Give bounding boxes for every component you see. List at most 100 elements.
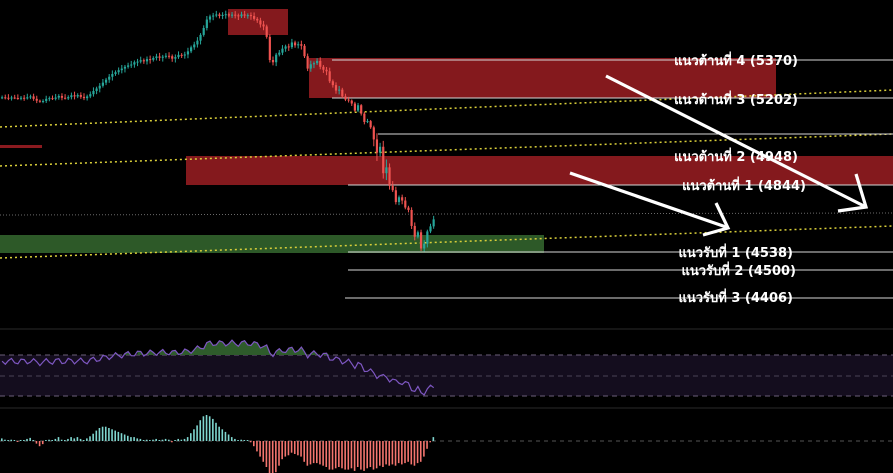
candle-body — [149, 59, 152, 61]
macd-bar — [127, 435, 129, 441]
macd-bar — [202, 416, 205, 441]
candle-body — [7, 97, 10, 99]
macd-bar — [360, 441, 362, 470]
macd-bar — [256, 441, 258, 452]
macd-bar — [325, 441, 328, 467]
macd-bar — [237, 440, 239, 441]
macd-bar — [284, 441, 287, 457]
macd-bar — [16, 441, 19, 442]
level-label-support-2: แนวรับที่ 2 (4500) — [681, 261, 796, 279]
macd-bar — [243, 440, 246, 441]
candle-body — [180, 54, 183, 56]
macd-bar — [278, 441, 280, 466]
candle-body — [48, 98, 51, 100]
macd-bar — [290, 441, 293, 453]
candle-body — [391, 185, 394, 191]
macd-bar — [86, 438, 88, 441]
macd-bar — [174, 440, 176, 441]
macd-bar — [171, 441, 173, 443]
macd-bar — [199, 420, 202, 441]
macd-bar — [117, 431, 120, 441]
candle-body — [70, 95, 73, 98]
candle-body — [331, 81, 334, 86]
candle-body — [136, 61, 139, 63]
macd-bar — [271, 441, 274, 473]
candle-body — [312, 63, 316, 65]
candle-body — [243, 14, 246, 16]
candle-body — [344, 96, 347, 100]
level-label-support-1: แนวรับที่ 1 (4538) — [678, 243, 793, 261]
candle-body — [95, 88, 98, 91]
macd-bar — [212, 418, 214, 441]
macd-bar — [104, 426, 107, 441]
macd-bar — [1, 438, 3, 441]
macd-bar — [356, 441, 359, 467]
candle-body — [237, 15, 240, 17]
macd-bar — [240, 439, 242, 441]
macd-bar — [262, 441, 265, 462]
macd-bar — [51, 440, 53, 441]
candle-body — [410, 209, 413, 226]
small-red-marker — [0, 145, 42, 148]
candle-body — [429, 226, 432, 232]
candle-body — [117, 70, 120, 73]
candle-body — [120, 68, 123, 71]
candle-body — [240, 14, 243, 17]
candle-body — [139, 60, 142, 62]
candle-body — [101, 82, 104, 86]
macd-bar — [312, 441, 315, 464]
candle-body — [13, 97, 16, 99]
candles-layer — [1, 10, 435, 252]
macd-bar — [133, 437, 135, 441]
macd-bar — [322, 441, 324, 466]
macd-bar — [423, 441, 425, 457]
macd-bar — [363, 441, 365, 471]
candle-body — [284, 46, 287, 49]
candle-body — [190, 47, 193, 52]
candle-body — [363, 113, 366, 122]
candle-body — [426, 231, 429, 244]
candle-body — [164, 55, 167, 57]
arrow-short-shaft — [569, 171, 727, 229]
macd-pane — [0, 415, 893, 473]
candle-body — [38, 100, 41, 102]
arrow-short-head — [702, 202, 731, 237]
macd-bar — [161, 439, 164, 441]
candle-body — [407, 207, 410, 210]
macd-bar — [218, 426, 220, 441]
trendline-middle — [0, 133, 893, 167]
candle-body — [73, 95, 76, 97]
candle-body — [218, 14, 221, 16]
arrow-long-head — [837, 173, 869, 213]
macd-bar — [114, 430, 116, 441]
macd-bar — [101, 426, 104, 441]
macd-bar — [344, 441, 346, 470]
trendline-upper — [0, 89, 893, 128]
candle-body — [158, 56, 161, 58]
candle-body — [287, 46, 290, 48]
macd-bar — [227, 434, 230, 441]
candle-body — [290, 42, 293, 48]
levels-layer — [332, 59, 893, 299]
candle-body — [253, 16, 256, 19]
macd-bar — [375, 441, 378, 469]
candle-body — [35, 98, 38, 101]
candle-body — [281, 48, 284, 53]
macd-bar — [253, 441, 255, 447]
rsi-pane — [0, 339, 893, 397]
candle-body — [221, 14, 224, 16]
macd-bar — [164, 438, 167, 441]
candle-body — [328, 71, 331, 82]
arrows-layer — [569, 74, 869, 237]
candle-body — [104, 79, 108, 83]
candle-body — [1, 97, 4, 99]
macd-bar — [183, 438, 186, 441]
candle-body — [419, 232, 423, 249]
candle-body — [208, 16, 212, 20]
macd-bar — [230, 437, 233, 441]
candle-body — [246, 15, 249, 17]
candle-body — [366, 121, 369, 123]
macd-bar — [404, 441, 406, 464]
macd-bar — [158, 440, 161, 441]
